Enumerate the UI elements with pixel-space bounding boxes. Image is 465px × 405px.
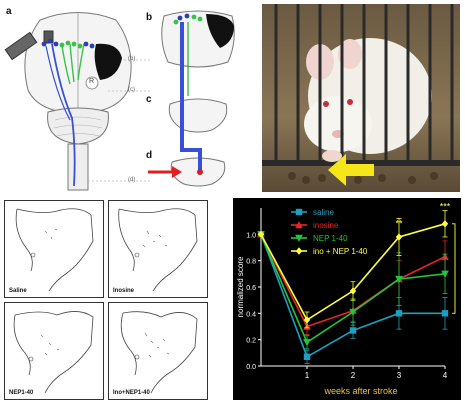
x-tick-label: 2 — [351, 371, 356, 380]
legend-inosine-label: inosine — [313, 221, 339, 230]
recovery-line-chart: 0.0 0.2 0.4 0.6 0.8 1.0 1 2 3 4 weeks after stroke… — [233, 198, 461, 400]
y-tick-label: 0.2 — [246, 338, 256, 345]
series-nep-1-40-point — [303, 339, 311, 347]
series-saline-point — [395, 310, 403, 317]
brain-marker-label: R — [89, 78, 95, 85]
rat-photo-illustration — [262, 4, 460, 192]
series-ino-nep-1-40-point — [349, 287, 357, 295]
lesion-area-coronal — [206, 14, 234, 48]
legend-ino-nep-1-40-swatch-marker — [295, 247, 303, 255]
y-tick-label: 0.4 — [246, 311, 256, 318]
section-saline: Saline — [4, 200, 104, 298]
section-label: NEP1-40 — [9, 390, 34, 396]
section-label: Ino+NEP1-40 — [113, 390, 150, 396]
series-ino-nep-1-40-point — [257, 230, 265, 239]
chart-svg: 0.0 0.2 0.4 0.6 0.8 1.0 1 2 3 4 weeks after stroke… — [236, 201, 456, 396]
rat-reaching-photo — [262, 4, 460, 192]
coronal-sections — [148, 10, 235, 187]
legend-nep-1-40-label: NEP 1-40 — [313, 234, 348, 243]
series-nep-1-40-point — [441, 270, 449, 278]
y-tick-label: 0.8 — [246, 259, 256, 266]
significance-annotation: ** — [395, 218, 403, 228]
y-axis-label: normalized score — [236, 256, 245, 317]
panel-d-label: d — [146, 150, 153, 161]
series-ino-nep-1-40-point — [303, 316, 311, 324]
panel-a-brain-diagram: a R (b) (c) (d) — [0, 0, 150, 195]
section-label: Inosine — [113, 288, 135, 294]
x-tick-label: 1 — [305, 371, 310, 380]
series-nep-1-40-point — [349, 308, 357, 317]
series-saline-point — [303, 353, 311, 360]
legend-inosine-swatch-marker — [295, 221, 303, 229]
level-b-label: (b) — [128, 56, 136, 62]
section-outline — [118, 208, 198, 292]
panel-c-label: c — [146, 94, 152, 105]
series-saline-point — [349, 327, 357, 334]
legend-ino-nep-1-40-label: ino + NEP 1-40 — [313, 247, 368, 256]
legend-nep-1-40-swatch-marker — [295, 234, 303, 242]
panel-a-label: a — [6, 6, 12, 17]
electrode — [4, 31, 38, 61]
y-tick-label: 1.0 — [246, 232, 256, 239]
y-tick-label: 0.0 — [246, 364, 256, 371]
section-ino-nep: Ino+NEP1-40 — [108, 302, 208, 400]
brain-dorsal-view — [4, 12, 150, 191]
section-outline — [15, 208, 94, 292]
legend-saline-swatch-marker — [295, 208, 303, 216]
x-tick-label: 4 — [443, 371, 448, 380]
series-nep-1-40-point — [395, 275, 403, 284]
section-outline — [120, 311, 198, 394]
level-d-label: (d) — [128, 177, 136, 183]
section-label: Saline — [9, 288, 27, 294]
x-axis-label: weeks after stroke — [323, 386, 397, 396]
series-saline-point — [441, 310, 449, 317]
series-ino-nep-1-40-point — [395, 233, 403, 241]
panel-b-label: b — [146, 12, 153, 23]
series-ino-nep-1-40-point — [441, 220, 449, 228]
lesion-area — [94, 43, 122, 80]
level-c-label: (c) — [128, 87, 135, 93]
y-tick-label: 0.6 — [246, 285, 256, 292]
significance-annotation: *** — [440, 201, 451, 211]
section-outline — [13, 311, 94, 394]
section-inosine: Inosine — [108, 200, 208, 298]
section-nep: NEP1-40 — [4, 302, 104, 400]
x-tick-label: 3 — [397, 371, 402, 380]
panels-bcd-diagram: b c d — [142, 0, 242, 195]
legend-saline-label: saline — [313, 208, 334, 217]
significance-bracket — [452, 223, 456, 314]
